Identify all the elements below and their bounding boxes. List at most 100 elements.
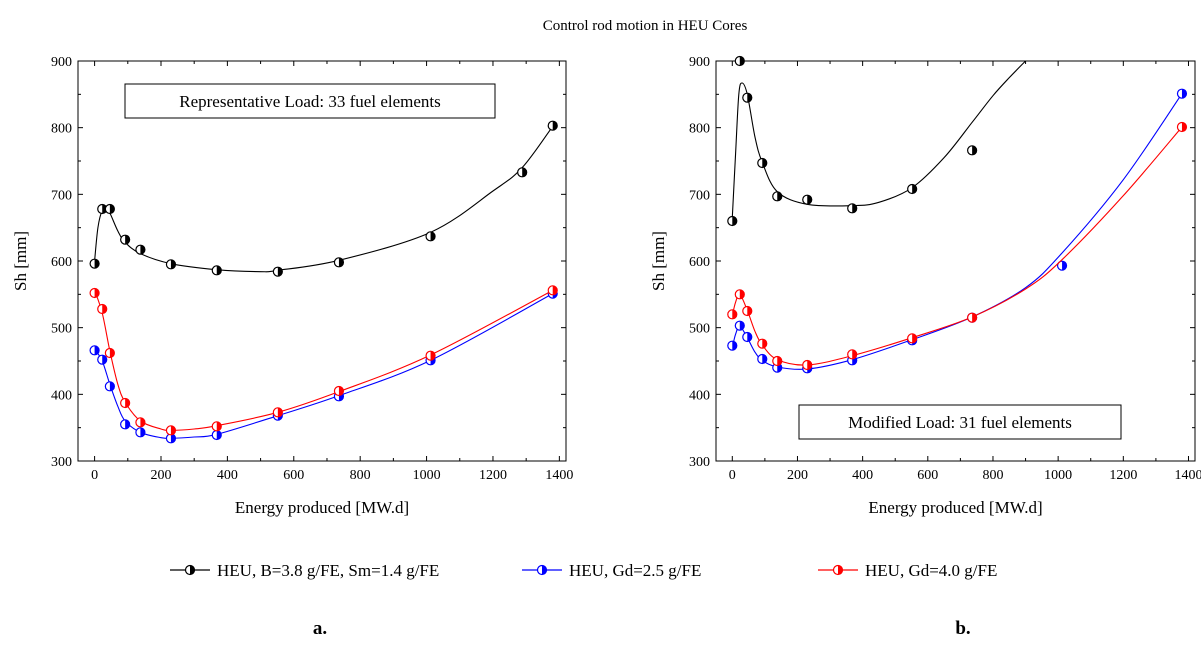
data-point <box>135 244 146 255</box>
y-tick-label: 300 <box>689 455 710 470</box>
data-point <box>97 354 108 365</box>
x-axis-label: Energy produced [MW.d] <box>235 498 409 517</box>
data-point <box>757 353 768 365</box>
data-point <box>425 350 436 361</box>
x-tick-label: 400 <box>217 468 238 483</box>
x-tick-label: 200 <box>787 468 808 483</box>
legend-label: HEU, Gd=2.5 g/FE <box>569 561 701 580</box>
data-point <box>1176 121 1188 133</box>
panel-label-b: b. <box>955 618 970 639</box>
series-line <box>94 289 553 431</box>
data-point <box>97 303 108 315</box>
legend-label: HEU, Gd=4.0 g/FE <box>865 561 997 580</box>
data-point <box>742 92 753 103</box>
data-point <box>1176 88 1188 99</box>
x-tick-label: 600 <box>917 468 938 483</box>
x-tick-label: 1400 <box>545 468 573 483</box>
data-point <box>89 345 100 356</box>
data-point <box>333 257 345 268</box>
series-2 <box>89 285 558 436</box>
data-point <box>727 340 738 351</box>
y-tick-label: 600 <box>51 255 72 270</box>
data-point <box>89 258 100 269</box>
y-tick-label: 700 <box>51 188 72 203</box>
data-point <box>104 347 115 359</box>
data-point <box>847 203 858 214</box>
data-point <box>165 433 177 444</box>
data-point <box>734 320 745 331</box>
plot-frame <box>715 60 1196 462</box>
data-point <box>734 289 745 300</box>
annotation-box <box>798 404 1122 440</box>
y-tick-label: 800 <box>689 122 710 137</box>
x-tick-label: 400 <box>852 468 873 483</box>
y-tick-label: 500 <box>689 322 710 337</box>
data-point <box>211 265 222 276</box>
data-point <box>104 381 115 392</box>
data-point <box>742 305 753 317</box>
y-tick-label: 900 <box>689 55 710 70</box>
data-point <box>727 215 738 227</box>
data-point <box>517 167 528 178</box>
data-point <box>547 120 558 131</box>
data-point <box>967 312 978 323</box>
legend-marker <box>832 564 844 576</box>
data-point <box>772 355 783 367</box>
data-point <box>742 331 753 343</box>
data-point <box>425 231 436 242</box>
x-tick-label: 1000 <box>413 468 441 483</box>
data-point <box>727 309 738 320</box>
x-tick-label: 0 <box>729 468 736 483</box>
annotation-text: Modified Load: 31 fuel elements <box>848 413 1072 432</box>
y-axis-label: Sh [mm] <box>11 231 30 291</box>
figure-title: Control rod motion in HEU Cores <box>543 18 748 34</box>
legend-marker <box>536 564 548 576</box>
y-tick-label: 900 <box>51 55 72 70</box>
y-tick-label: 400 <box>51 388 72 403</box>
data-point <box>757 338 768 349</box>
x-tick-label: 1200 <box>1109 468 1137 483</box>
x-tick-label: 200 <box>150 468 171 483</box>
legend-item: HEU, Gd=2.5 g/FE <box>522 561 701 580</box>
data-point <box>165 259 177 270</box>
data-point <box>211 421 222 432</box>
x-tick-label: 1400 <box>1174 468 1201 483</box>
data-point <box>272 266 283 277</box>
data-point <box>907 333 918 344</box>
data-point <box>847 349 858 360</box>
x-tick-label: 800 <box>350 468 371 483</box>
data-point <box>135 427 146 438</box>
data-point <box>802 359 813 371</box>
data-point <box>772 191 783 202</box>
y-tick-label: 700 <box>689 188 710 203</box>
panel-label-a: a. <box>313 618 327 639</box>
data-point <box>734 55 745 67</box>
data-point <box>104 203 115 215</box>
series-line <box>731 126 1183 366</box>
x-tick-label: 600 <box>283 468 304 483</box>
data-point <box>120 234 131 245</box>
series-1 <box>727 88 1188 374</box>
series-0 <box>89 120 558 277</box>
annotation-box <box>124 83 496 119</box>
legend-item: HEU, Gd=4.0 g/FE <box>818 561 997 580</box>
data-point <box>1056 260 1068 271</box>
panel-a: 0 200 400 600 800 1000 1200 1400 300 400 500 600 700… <box>11 55 573 517</box>
data-point <box>89 287 100 299</box>
y-axis-label: Sh [mm] <box>649 231 668 291</box>
series-line <box>94 126 554 273</box>
data-point <box>272 407 283 418</box>
data-point <box>907 183 918 195</box>
data-point <box>120 397 131 409</box>
y-tick-label: 800 <box>51 122 72 137</box>
annotation-text: Representative Load: 33 fuel elements <box>179 92 441 111</box>
data-point <box>165 425 177 436</box>
y-tick-label: 300 <box>51 455 72 470</box>
legend-label: HEU, B=3.8 g/FE, Sm=1.4 g/FE <box>217 561 439 580</box>
data-point <box>211 429 222 441</box>
data-point <box>802 194 813 205</box>
legend-item: HEU, B=3.8 g/FE, Sm=1.4 g/FE <box>170 561 439 580</box>
series-line <box>731 93 1183 370</box>
data-point <box>135 417 146 428</box>
